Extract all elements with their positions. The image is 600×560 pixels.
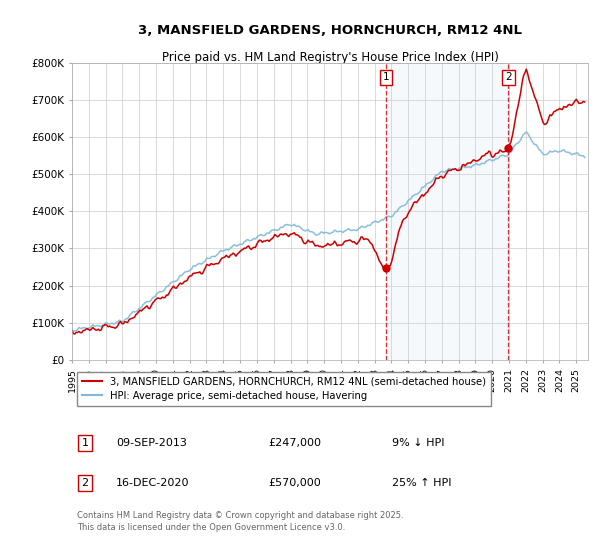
Text: 16-DEC-2020: 16-DEC-2020 [116,478,190,488]
Text: 09-SEP-2013: 09-SEP-2013 [116,438,187,448]
Text: 2: 2 [505,72,512,82]
Text: 9% ↓ HPI: 9% ↓ HPI [392,438,445,448]
Text: £570,000: £570,000 [268,478,321,488]
Text: 2: 2 [82,478,88,488]
Text: Price paid vs. HM Land Registry's House Price Index (HPI): Price paid vs. HM Land Registry's House … [161,51,499,64]
Legend: 3, MANSFIELD GARDENS, HORNCHURCH, RM12 4NL (semi-detached house), HPI: Average p: 3, MANSFIELD GARDENS, HORNCHURCH, RM12 4… [77,372,491,405]
Text: 1: 1 [383,72,389,82]
Text: 25% ↑ HPI: 25% ↑ HPI [392,478,451,488]
Text: 3, MANSFIELD GARDENS, HORNCHURCH, RM12 4NL: 3, MANSFIELD GARDENS, HORNCHURCH, RM12 4… [138,24,522,36]
Text: Contains HM Land Registry data © Crown copyright and database right 2025.
This d: Contains HM Land Registry data © Crown c… [77,511,404,531]
Text: £247,000: £247,000 [268,438,321,448]
Text: 1: 1 [82,438,88,448]
Bar [386,63,508,360]
